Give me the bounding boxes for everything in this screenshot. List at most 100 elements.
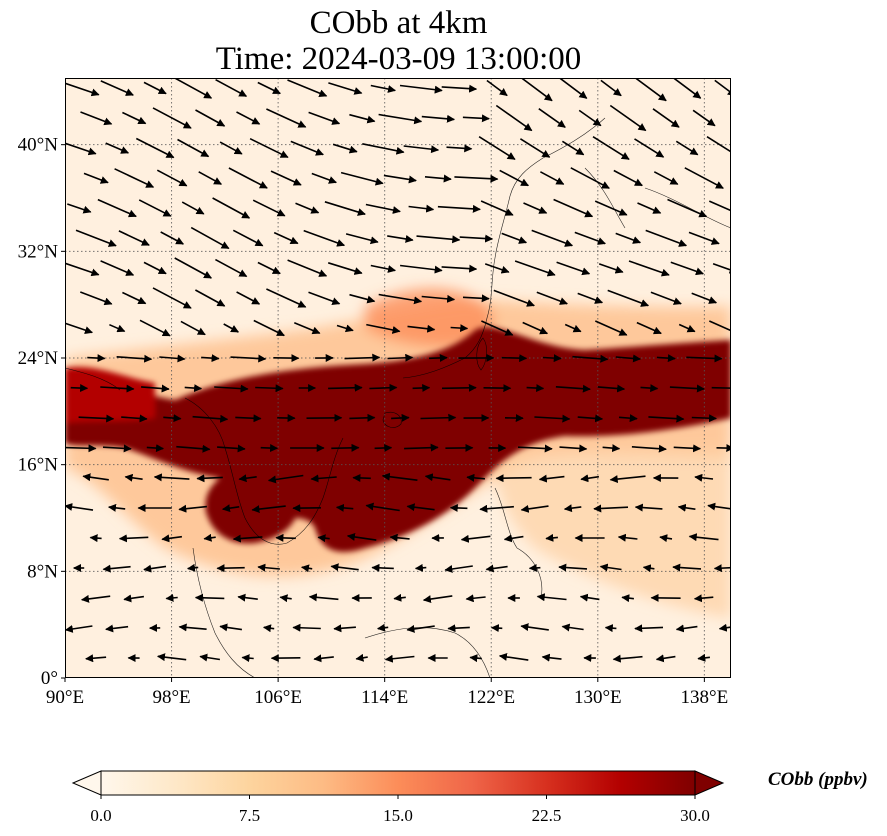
wind-arrow-55 bbox=[156, 169, 188, 187]
wind-arrow-235 bbox=[352, 473, 371, 482]
wind-arrow-150 bbox=[450, 324, 469, 333]
wind-arrow-348 bbox=[655, 654, 676, 663]
coast-hainan bbox=[382, 411, 402, 428]
wind-arrow-124 bbox=[122, 291, 147, 305]
wind-arrow-45 bbox=[446, 144, 473, 153]
wind-arrow-88 bbox=[75, 229, 117, 247]
wind-arrow-138 bbox=[650, 291, 682, 305]
wind-arrow-2 bbox=[143, 81, 167, 95]
wind-arrow-87 bbox=[708, 200, 731, 212]
wind-arrow-27 bbox=[421, 114, 455, 123]
wind-arrow-196 bbox=[192, 414, 229, 423]
wind-arrow-268 bbox=[275, 533, 296, 542]
wind-arrow-19 bbox=[122, 111, 147, 125]
wind-arrow-123 bbox=[80, 291, 113, 306]
wind-arrow-73 bbox=[181, 201, 205, 215]
wind-arrow-175 bbox=[70, 384, 89, 393]
wind-arrow-130 bbox=[349, 293, 376, 304]
wind-arrow-144 bbox=[223, 323, 240, 333]
wind-arrow-100 bbox=[531, 229, 574, 247]
wind-arrow-325 bbox=[447, 624, 470, 633]
wind-arrow-195 bbox=[163, 414, 182, 423]
wind-arrow-156 bbox=[678, 323, 696, 333]
wind-arrow-177 bbox=[141, 384, 170, 393]
wind-arrow-249 bbox=[222, 504, 240, 513]
wind-arrow-11 bbox=[486, 79, 508, 97]
wind-arrow-62 bbox=[424, 174, 452, 183]
colorbar-extend-high bbox=[694, 770, 725, 796]
wind-arrow-207 bbox=[618, 414, 638, 423]
wind-arrow-231 bbox=[196, 474, 223, 483]
wind-arrow-120 bbox=[628, 260, 670, 277]
wind-arrow-83 bbox=[553, 198, 594, 218]
wind-arrow-126 bbox=[195, 289, 226, 307]
wind-arrow-53 bbox=[83, 172, 109, 184]
wind-vectors bbox=[65, 78, 731, 663]
wind-arrow-330 bbox=[634, 624, 664, 633]
wind-arrow-273 bbox=[460, 534, 491, 543]
wind-arrow-173 bbox=[656, 354, 676, 363]
wind-arrow-16 bbox=[672, 78, 702, 99]
wind-arrow-47 bbox=[519, 138, 551, 158]
wind-arrow-318 bbox=[178, 623, 207, 632]
wind-arrow-34 bbox=[692, 109, 716, 127]
wind-arrow-197 bbox=[235, 414, 262, 423]
wind-arrow-78 bbox=[365, 203, 401, 214]
wind-arrow-282 bbox=[143, 564, 167, 573]
wind-arrow-52 bbox=[706, 136, 731, 153]
wind-arrow-8 bbox=[370, 84, 396, 93]
wind-arrow-159 bbox=[116, 354, 153, 363]
wind-arrow-13 bbox=[558, 78, 588, 99]
wind-arrow-66 bbox=[570, 167, 610, 189]
wind-arrow-281 bbox=[102, 564, 131, 573]
wind-arrow-80 bbox=[437, 204, 481, 213]
wind-arrow-288 bbox=[371, 563, 394, 572]
wind-arrow-185 bbox=[441, 383, 477, 392]
wind-arrow-208 bbox=[648, 414, 685, 423]
wind-arrow-134 bbox=[493, 289, 535, 307]
wind-arrow-275 bbox=[545, 533, 558, 542]
wind-arrow-121 bbox=[670, 261, 704, 276]
wind-arrow-319 bbox=[219, 623, 243, 632]
wind-arrow-10 bbox=[441, 84, 478, 93]
wind-arrow-211 bbox=[102, 444, 132, 453]
wind-arrow-187 bbox=[526, 384, 545, 393]
wind-arrow-50 bbox=[634, 138, 665, 158]
wind-arrow-293 bbox=[558, 563, 588, 572]
wind-arrow-70 bbox=[67, 203, 92, 214]
wind-arrow-189 bbox=[597, 384, 626, 393]
wind-arrow-103 bbox=[645, 229, 688, 247]
wind-arrow-127 bbox=[236, 291, 261, 305]
wind-arrow-263 bbox=[89, 534, 102, 543]
wind-arrow-324 bbox=[406, 624, 435, 633]
wind-arrow-312 bbox=[621, 594, 634, 603]
wind-arrow-335 bbox=[157, 653, 187, 662]
wind-arrow-39 bbox=[219, 141, 243, 155]
wind-arrow-257 bbox=[520, 504, 549, 513]
wind-arrow-188 bbox=[555, 384, 591, 393]
wind-arrow-320 bbox=[263, 624, 275, 633]
wind-arrow-296 bbox=[672, 563, 702, 572]
wind-arrow-254 bbox=[406, 503, 435, 512]
wind-arrow-262 bbox=[707, 502, 731, 511]
wind-arrow-229 bbox=[124, 473, 143, 482]
wind-arrow-290 bbox=[444, 565, 473, 573]
wind-arrow-192 bbox=[711, 386, 731, 389]
coast-korea-japan bbox=[584, 167, 731, 229]
wind-arrow-311 bbox=[579, 593, 600, 602]
wind-arrow-217 bbox=[331, 443, 360, 452]
wind-arrow-115 bbox=[441, 264, 478, 273]
wind-arrow-15 bbox=[634, 78, 667, 102]
wind-arrow-333 bbox=[85, 654, 107, 663]
coast-taiwan bbox=[476, 337, 487, 371]
wind-arrow-193 bbox=[78, 414, 115, 423]
wind-arrow-99 bbox=[501, 232, 528, 244]
wind-arrow-22 bbox=[236, 111, 261, 125]
wind-arrow-21 bbox=[195, 109, 226, 127]
wind-arrow-266 bbox=[203, 533, 216, 542]
wind-arrow-28 bbox=[462, 114, 490, 123]
colorbar-tick-label: 30.0 bbox=[680, 806, 710, 825]
wind-arrow-212 bbox=[146, 444, 164, 453]
wind-arrow-194 bbox=[121, 414, 148, 423]
wind-arrow-114 bbox=[400, 264, 443, 274]
